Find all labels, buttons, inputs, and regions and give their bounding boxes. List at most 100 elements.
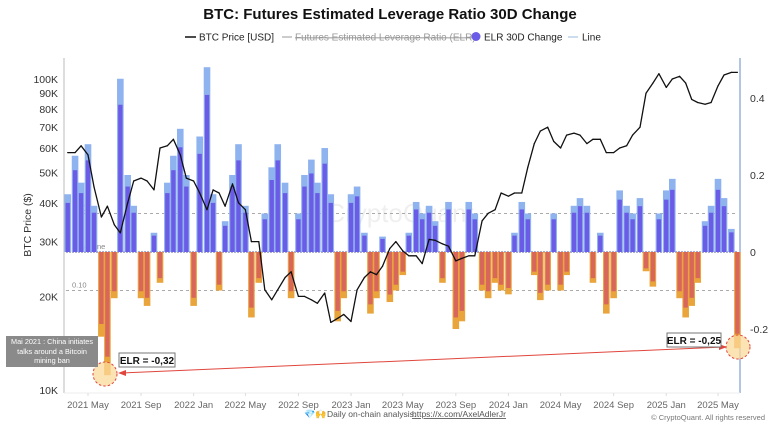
elr-bar bbox=[275, 160, 280, 252]
btc-price-point bbox=[140, 177, 142, 179]
elr-bar bbox=[611, 252, 616, 292]
elr-bar bbox=[670, 189, 675, 252]
btc-price-point bbox=[375, 273, 378, 276]
x-tick-label: 2021 May bbox=[67, 400, 109, 411]
btc-price-point bbox=[710, 101, 712, 104]
x-axis-ticks: 2021 May 2021 Sep 2022 Jan 2022 May 2022 Sep… bbox=[67, 393, 739, 411]
event-note: Mai 2021 : China initiates talks around … bbox=[6, 336, 98, 367]
btc-price-point bbox=[685, 82, 687, 84]
x-tick-label: 2022 Jan bbox=[174, 400, 213, 411]
btc-price-point bbox=[146, 180, 148, 182]
elr-bar bbox=[498, 252, 504, 285]
reference-line-label: 0.10 bbox=[72, 281, 87, 290]
x-tick-label: 2022 May bbox=[225, 400, 267, 411]
btc-price-point bbox=[172, 138, 174, 140]
chart-title: BTC: Futures Estimated Leverage Ratio 30… bbox=[203, 6, 576, 23]
btc-price-point bbox=[487, 212, 489, 214]
elr-bar bbox=[538, 252, 543, 293]
btc-price-point bbox=[639, 126, 641, 128]
btc-price-point bbox=[691, 98, 693, 100]
footer-analysis: Daily on-chain analysis: bbox=[327, 409, 416, 419]
btc-price-point bbox=[67, 151, 69, 154]
btc-price-point bbox=[474, 255, 476, 257]
elr-bar bbox=[348, 202, 354, 252]
btc-price-point bbox=[500, 192, 502, 194]
elr-bar bbox=[532, 252, 537, 272]
btc-price-point bbox=[271, 299, 273, 301]
elr-bar bbox=[453, 252, 459, 318]
arrow-line bbox=[121, 346, 725, 374]
elr-bar bbox=[354, 196, 360, 252]
elr-bar bbox=[210, 202, 216, 252]
elr-bar bbox=[374, 252, 379, 292]
legend-elr-label[interactable]: Futures Estimated Leverage Ratio (ELR) bbox=[295, 33, 476, 44]
elr-bar bbox=[446, 209, 451, 252]
btc-price-point bbox=[652, 82, 654, 84]
right-tick-label: 0.4 bbox=[750, 93, 765, 105]
elr-bar bbox=[309, 173, 314, 252]
x-tick-label: 2025 May bbox=[697, 400, 739, 411]
elr-bar bbox=[282, 193, 288, 252]
elr-bar bbox=[577, 206, 583, 252]
btc-price-point bbox=[421, 262, 423, 265]
btc-price-point bbox=[632, 134, 634, 136]
highlight-circle-2025 bbox=[725, 334, 751, 360]
btc-price-point bbox=[199, 192, 201, 194]
elr-bar bbox=[650, 252, 656, 282]
btc-price-point bbox=[428, 238, 430, 240]
label-elr-2021: ELR = -0,32 bbox=[120, 356, 175, 367]
elr-bar bbox=[485, 252, 491, 292]
label-elr-2025: ELR = -0,25 bbox=[667, 336, 722, 347]
elr-bar bbox=[230, 186, 235, 252]
btc-price-point bbox=[316, 302, 319, 304]
elr-bar bbox=[715, 189, 721, 252]
elr-bar bbox=[525, 219, 531, 252]
copyright: © CryptoQuant. All rights reserved bbox=[651, 413, 765, 422]
left-tick-label: 90K bbox=[39, 88, 58, 100]
btc-price-point bbox=[625, 145, 628, 147]
elr-bar bbox=[362, 235, 367, 252]
btc-price-point bbox=[468, 255, 470, 257]
btc-price-point bbox=[264, 289, 266, 291]
btc-price-point bbox=[87, 154, 89, 156]
elr-bar bbox=[426, 212, 432, 252]
right-tick-label: 0 bbox=[750, 247, 756, 259]
right-axis-ticks: -0.2 0 0.2 0.4 bbox=[750, 93, 768, 336]
btc-price-point bbox=[415, 255, 417, 257]
btc-price-point bbox=[402, 250, 404, 252]
elr-bar bbox=[197, 153, 202, 252]
btc-price-point bbox=[547, 126, 549, 128]
left-tick-label: 50K bbox=[39, 168, 58, 180]
btc-price-point bbox=[579, 134, 581, 136]
elr-bar bbox=[419, 219, 425, 252]
legend-change-label[interactable]: ELR 30D Change bbox=[484, 33, 563, 44]
btc-price-point bbox=[80, 145, 82, 147]
btc-price-point bbox=[553, 140, 555, 143]
btc-price-point bbox=[244, 209, 246, 211]
btc-price-point bbox=[447, 245, 450, 247]
btc-price-point bbox=[461, 257, 463, 259]
elr-bar bbox=[683, 252, 688, 308]
footer-link[interactable]: https://x.com/AxelAdlerJr bbox=[412, 409, 506, 419]
elr-bar bbox=[406, 235, 412, 252]
left-tick-label: 20K bbox=[39, 291, 58, 303]
btc-price-point bbox=[730, 71, 732, 74]
elr-bar bbox=[519, 209, 524, 252]
elr-bar bbox=[584, 212, 590, 252]
btc-price-point bbox=[206, 209, 208, 211]
elr-bar bbox=[545, 252, 550, 285]
elr-bar bbox=[617, 199, 622, 252]
elr-bar bbox=[643, 252, 649, 269]
elr-bar bbox=[380, 238, 385, 252]
btc-price-point bbox=[179, 154, 181, 156]
elr-bar bbox=[656, 219, 662, 252]
elr-bar bbox=[459, 252, 465, 311]
btc-price-point bbox=[513, 192, 516, 194]
elr-bar bbox=[243, 212, 248, 252]
label-box-2021 bbox=[118, 352, 176, 368]
elr-bar bbox=[413, 209, 419, 252]
left-tick-label: 100K bbox=[33, 74, 58, 86]
legend-line-label[interactable]: Line bbox=[582, 33, 601, 44]
x-tick-label: 2023 Jan bbox=[331, 400, 370, 411]
legend-price-label[interactable]: BTC Price [USD] bbox=[199, 33, 274, 44]
